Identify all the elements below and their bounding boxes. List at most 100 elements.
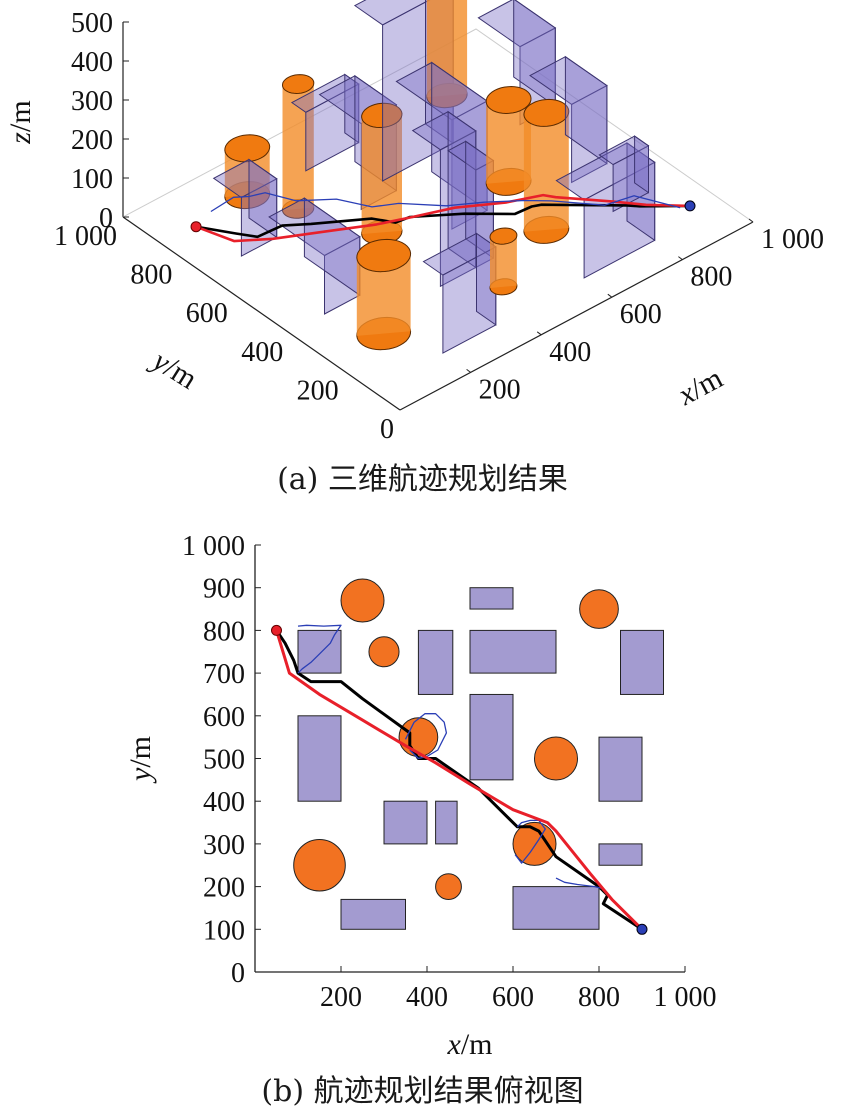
rect-obstacle xyxy=(469,693,514,781)
circle-obstacle xyxy=(512,821,557,866)
x-tick xyxy=(536,331,542,336)
cylinder-top xyxy=(489,227,518,245)
circle-obstacle xyxy=(435,873,462,901)
y-tick-label: 0 xyxy=(231,958,245,989)
box-face xyxy=(564,55,608,165)
y-tick-label: 800 xyxy=(130,260,172,291)
box-obstacle xyxy=(395,61,489,230)
obstacles-3d xyxy=(212,0,656,354)
box-obstacle xyxy=(268,197,361,315)
y-tick-label: 200 xyxy=(297,375,339,406)
start-point xyxy=(271,624,282,636)
y-tick-label: 500 xyxy=(203,745,245,776)
axes-top-view: 200 400 600 800 1 000 0 100 200 300 400 500 600 700 8… xyxy=(124,531,717,1061)
goal-point xyxy=(684,200,696,212)
cylinder-side xyxy=(490,234,517,288)
y-axis-label: y/m xyxy=(124,736,157,784)
path-line xyxy=(275,629,644,931)
box-face xyxy=(634,135,649,194)
cylinder-obstacle xyxy=(356,238,412,351)
z-tick-label: 500 xyxy=(71,8,113,39)
cylinder-top xyxy=(485,85,532,115)
y-tick-label: 600 xyxy=(203,702,245,733)
cylinder-obstacle xyxy=(485,85,532,196)
path-line xyxy=(404,713,448,760)
x-axis-line xyxy=(399,221,754,411)
y-tick-label: 800 xyxy=(203,616,245,647)
y-tick-label: 1 000 xyxy=(182,531,245,562)
cylinder-top xyxy=(356,238,412,273)
cylinder-top xyxy=(361,102,403,129)
x-axis-label: x/m xyxy=(447,1028,493,1061)
x-tick-label: 400 xyxy=(406,982,448,1013)
cylinder-side xyxy=(356,253,411,336)
circle-obstacle xyxy=(398,717,439,757)
y-tick-label: 400 xyxy=(203,787,245,818)
goal-point xyxy=(636,923,648,935)
y-tick-label: 400 xyxy=(241,337,283,368)
cylinder-top xyxy=(281,74,315,95)
start-point xyxy=(190,221,202,233)
cylinder-obstacle xyxy=(426,0,468,109)
box-obstacle xyxy=(290,73,360,172)
x-tick-label: 200 xyxy=(320,982,362,1013)
cylinder-side xyxy=(426,0,468,98)
y-tick-label: 1 000 xyxy=(54,221,117,252)
z-tick-label: 400 xyxy=(71,47,113,78)
paths-top-view xyxy=(271,624,648,935)
x-axis-label: x/m xyxy=(672,361,728,412)
y-axis-label: y/m xyxy=(145,342,203,395)
x-tick-label: 600 xyxy=(620,299,662,330)
x-tick-label: 600 xyxy=(492,982,534,1013)
x-tick xyxy=(748,218,754,223)
z-tick-label: 100 xyxy=(71,164,113,195)
box-face xyxy=(513,0,556,107)
chart-top-view: 200 400 600 800 1 000 0 100 200 300 400 500 600 700 8… xyxy=(124,531,717,1061)
circle-obstacle xyxy=(534,736,578,781)
y-tick-label: 300 xyxy=(203,830,245,861)
cylinder-top xyxy=(523,98,570,127)
cylinder-obstacle xyxy=(489,227,518,296)
cylinder-side xyxy=(523,111,569,232)
rect-obstacle xyxy=(512,886,600,930)
cylinder-obstacle xyxy=(523,98,570,244)
y-tick-label: 600 xyxy=(186,298,228,329)
y-tick-label: 900 xyxy=(203,574,245,605)
rect-obstacle xyxy=(620,629,664,695)
rect-obstacle xyxy=(598,843,643,866)
box-face xyxy=(626,142,656,242)
circle-obstacle xyxy=(293,838,346,892)
y-tick-label: 700 xyxy=(203,659,245,690)
rect-obstacle xyxy=(435,800,458,845)
y-tick-label: 200 xyxy=(203,873,245,904)
cylinder-top xyxy=(224,134,271,163)
path-3d-line xyxy=(195,193,691,243)
z-tick-label: 0 xyxy=(99,203,113,234)
x-tick-label: 400 xyxy=(549,337,591,368)
box-obstacle xyxy=(422,232,497,354)
x-tick-label: 800 xyxy=(690,262,732,293)
circle-obstacle xyxy=(579,589,619,629)
box-obstacle xyxy=(598,135,650,213)
z-axis-label: z/m xyxy=(4,100,37,144)
path-3d-line xyxy=(210,192,681,213)
x-tick-label: 800 xyxy=(578,982,620,1013)
box-obstacle xyxy=(555,142,656,279)
x-tick-label: 200 xyxy=(479,374,521,405)
path-line xyxy=(555,877,604,890)
box-face xyxy=(353,0,431,26)
x-tick xyxy=(607,293,613,298)
rect-obstacle xyxy=(417,629,454,695)
rect-obstacle xyxy=(383,800,428,845)
caption-top-view: (b) 航迹规划结果俯视图 xyxy=(261,1074,584,1109)
circle-obstacle xyxy=(368,636,400,668)
rect-obstacle xyxy=(297,715,342,802)
z-tick-label: 300 xyxy=(71,86,113,117)
x-tick-label: 1 000 xyxy=(761,224,824,255)
obstacles-top-view xyxy=(293,578,664,930)
path-line xyxy=(514,819,546,864)
y-axis-line xyxy=(122,216,401,411)
caption-3d-trajectory: (a) 三维航迹规划结果 xyxy=(277,462,568,497)
x-tick-label: 1 000 xyxy=(654,982,717,1013)
